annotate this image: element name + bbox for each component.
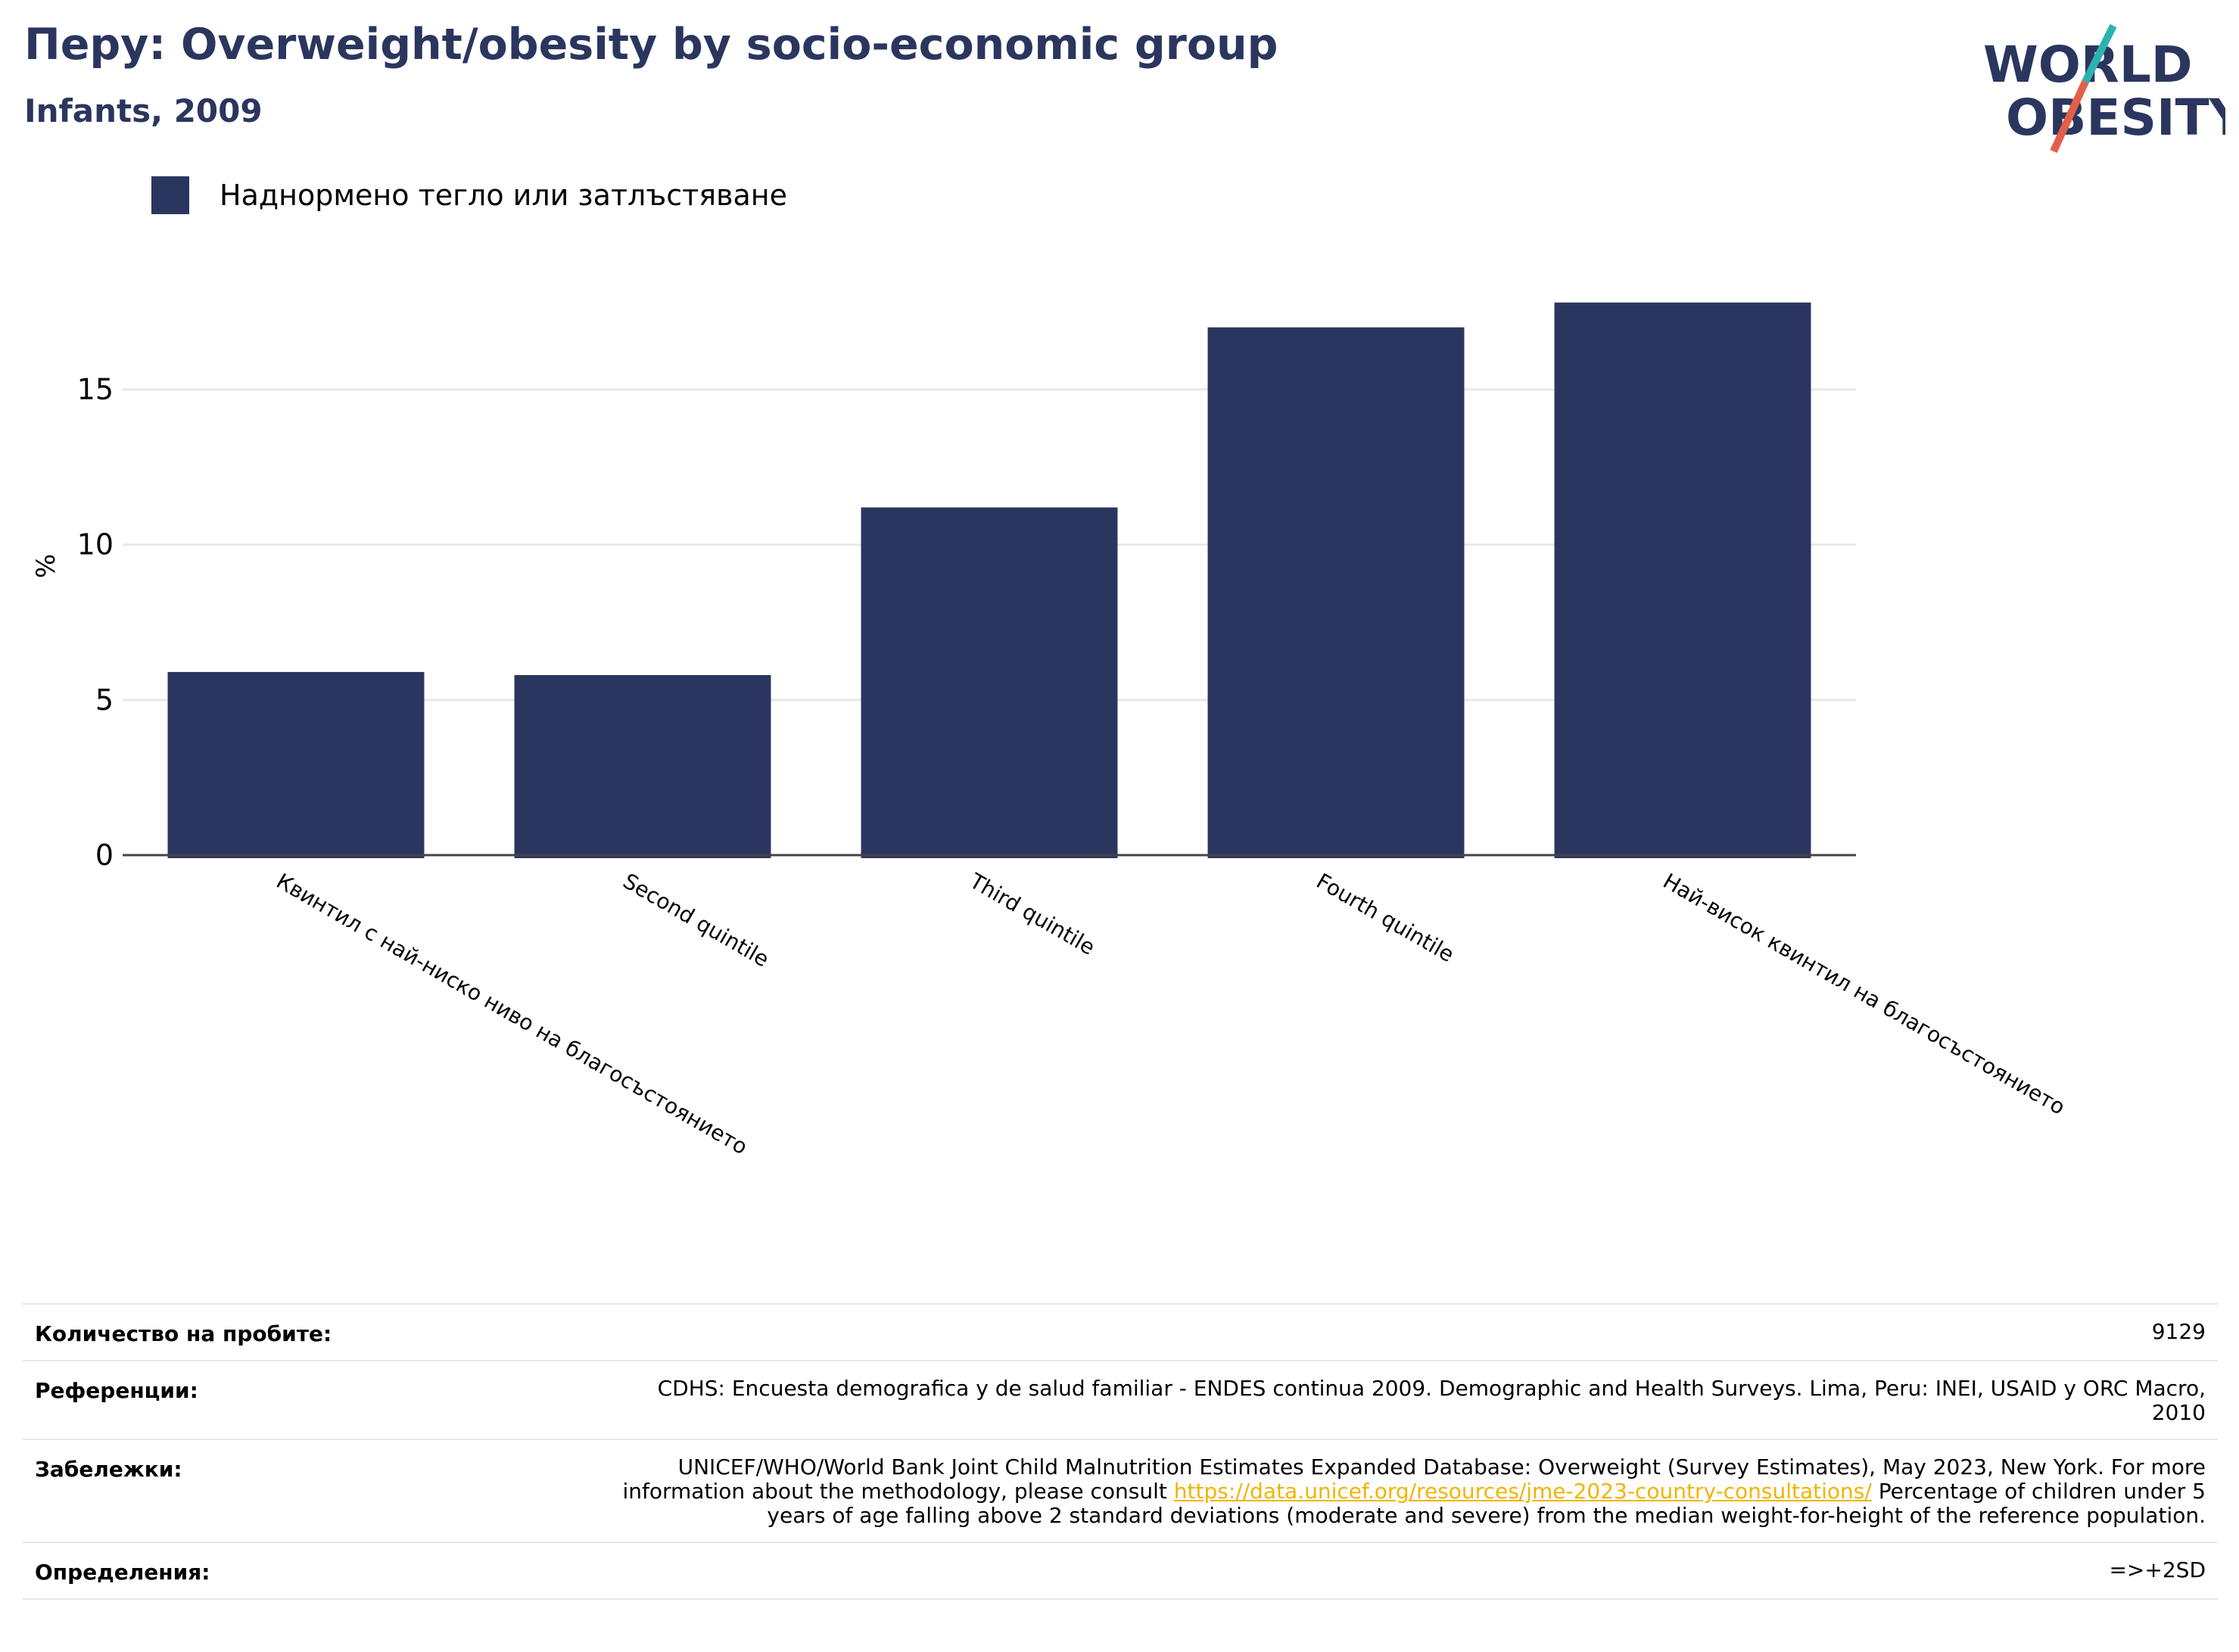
x-tick-label: Second quintile: [619, 868, 774, 972]
meta-key-references: Референции:: [35, 1378, 198, 1403]
page-subtitle: Infants, 2009: [24, 92, 263, 129]
bar-4: [1207, 327, 1465, 859]
meta-key-sample-size: Количество на пробите:: [35, 1321, 332, 1346]
y-tick-label: 0: [95, 838, 114, 872]
logo-slash-red: [2050, 79, 2089, 154]
meta-key-definitions: Определения:: [35, 1560, 210, 1585]
meta-row-notes: Забележки: UNICEF/WHO/World Bank Joint C…: [23, 1440, 2218, 1543]
notes-text-before: UNICEF/WHO/World Bank Joint Child Malnut…: [622, 1454, 2206, 1504]
x-tick-label: Fourth quintile: [1313, 868, 1459, 967]
meta-row-definitions: Определения: =>+2SD: [23, 1543, 2218, 1600]
y-axis-label: %: [31, 554, 61, 578]
notes-text-after: Percentage of children under 5 years of …: [767, 1479, 2206, 1528]
bar-1: [167, 671, 425, 858]
y-tick-label: 15: [77, 373, 114, 406]
legend-swatch: [151, 176, 189, 214]
meta-key-notes: Забележки:: [35, 1457, 182, 1482]
meta-val-sample-size: 9129: [2151, 1319, 2206, 1344]
y-tick-label: 5: [95, 683, 114, 717]
methodology-link[interactable]: https://data.unicef.org/resources/jme-20…: [1173, 1479, 1872, 1504]
meta-row-sample-size: Количество на пробите: 9129: [23, 1305, 2218, 1361]
legend-label: Наднормено тегло или затлъстяване: [220, 179, 787, 212]
metadata-table: Количество на пробите: 9129 Референции: …: [23, 1303, 2218, 1600]
meta-val-definitions: =>+2SD: [2109, 1557, 2206, 1582]
meta-val-notes: UNICEF/WHO/World Bank Joint Child Malnut…: [616, 1455, 2206, 1528]
meta-val-references: CDHS: Encuesta demografica y de salud fa…: [657, 1376, 2206, 1425]
y-tick-label: 10: [77, 528, 114, 562]
bar-3: [861, 507, 1118, 858]
bar-5: [1554, 302, 1811, 858]
world-obesity-logo: WORLD OBESITY: [1983, 23, 2225, 154]
x-tick-label: Най-висок квинтил на благосъстоянието: [1659, 868, 2069, 1119]
logo-line2: OBESITY: [2006, 89, 2225, 147]
meta-row-references: Референции: CDHS: Encuesta demografica y…: [23, 1361, 2218, 1440]
logo-slash-teal: [2082, 23, 2117, 84]
page-title: Перу: Overweight/obesity by socio-econom…: [24, 20, 1278, 70]
x-tick-label: Third quintile: [965, 868, 1100, 960]
chart-legend: Наднормено тегло или затлъстяване: [151, 176, 787, 215]
bar-2: [514, 675, 771, 858]
